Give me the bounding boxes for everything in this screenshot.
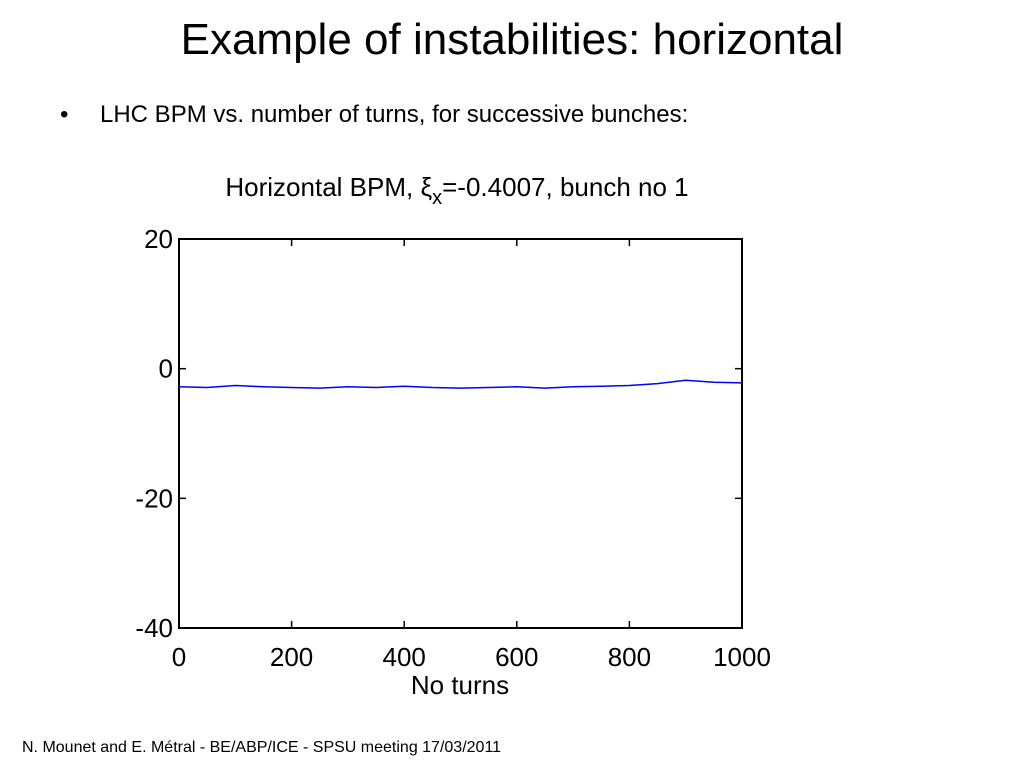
y-tick-label: -20: [135, 483, 173, 513]
x-axis-label: No turns: [411, 670, 509, 700]
chart-title: Horizontal BPM, ξx=-0.4007, bunch no 1: [225, 172, 688, 209]
x-tick-label: 1000: [713, 642, 771, 672]
slide-title: Example of instabilities: horizontal: [180, 15, 844, 64]
y-tick-label: 0: [159, 354, 173, 384]
bullet-text: LHC BPM vs. number of turns, for success…: [100, 101, 689, 128]
bullet-item: • LHC BPM vs. number of turns, for succes…: [60, 100, 688, 130]
x-tick-label: 0: [172, 642, 186, 672]
footer-text: N. Mounet and E. Métral - BE/ABP/ICE - S…: [22, 739, 502, 756]
y-tick-label: -40: [135, 613, 173, 643]
y-tick-label: 20: [144, 224, 173, 254]
axes-frame: [178, 238, 743, 629]
series-line: [178, 379, 743, 389]
bullet-symbol: •: [60, 101, 69, 128]
x-tick-label: 400: [383, 642, 426, 672]
x-tick-label: 200: [270, 642, 313, 672]
plot-area: 0 200 400 600 800 1000 -40 -20 0 20: [135, 224, 771, 672]
x-tick-label: 600: [495, 642, 538, 672]
x-tick-label: 800: [608, 642, 651, 672]
